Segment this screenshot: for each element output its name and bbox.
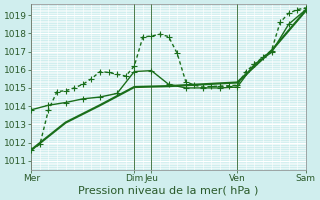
- X-axis label: Pression niveau de la mer( hPa ): Pression niveau de la mer( hPa ): [78, 186, 259, 196]
